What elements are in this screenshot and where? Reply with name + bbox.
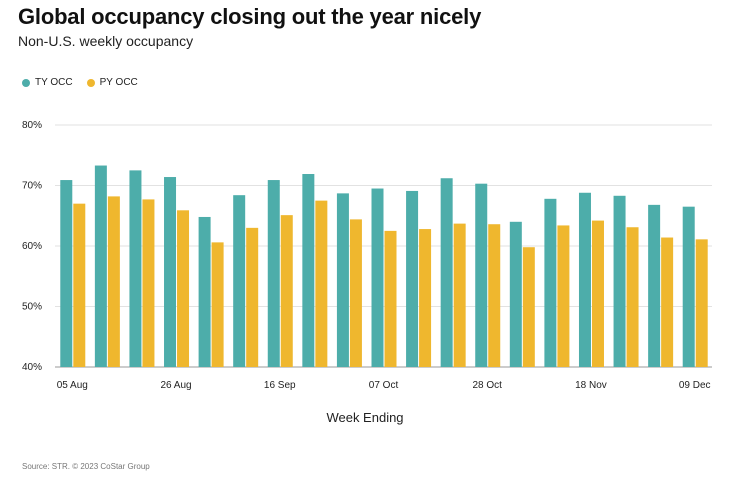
bar-ty	[440, 178, 453, 367]
bar-ty	[198, 216, 211, 367]
y-tick-label: 80%	[22, 120, 42, 131]
bar-py	[177, 210, 190, 367]
bar-ty	[60, 180, 73, 367]
chart-subtitle: Non-U.S. weekly occupancy	[18, 33, 194, 49]
x-tick-label: 07 Oct	[369, 380, 399, 391]
bar-ty	[164, 177, 177, 367]
bar-ty	[578, 192, 591, 367]
bar-ty	[509, 221, 522, 367]
legend-swatch-py	[86, 78, 95, 87]
bar-py	[453, 223, 466, 367]
bar-py	[419, 229, 432, 367]
chart-title: Global occupancy closing out the year ni…	[18, 4, 482, 29]
x-tick-label: 09 Dec	[679, 380, 711, 391]
y-tick-label: 50%	[22, 302, 42, 313]
bar-py	[488, 224, 501, 367]
legend-label-py: PY OCC	[99, 77, 138, 88]
bar-py	[591, 220, 604, 367]
bar-ty	[371, 188, 384, 367]
bar-ty	[475, 183, 488, 367]
bar-ty	[613, 195, 626, 367]
bar-py	[142, 199, 155, 367]
bar-ty	[129, 170, 142, 367]
bar-py	[73, 203, 86, 367]
bar-ty	[648, 204, 661, 367]
bar-py	[522, 247, 535, 367]
bar-ty	[267, 180, 280, 367]
legend-item-py: PY OCC	[86, 77, 138, 88]
x-tick-label: 28 Oct	[473, 380, 503, 391]
bar-py	[695, 239, 708, 367]
bar-py	[661, 237, 674, 367]
legend: TY OCC PY OCC	[22, 77, 138, 88]
bar-py	[246, 227, 259, 367]
bar-py	[211, 242, 224, 367]
bar-ty	[94, 165, 107, 367]
y-tick-label: 70%	[22, 181, 42, 192]
bar-ty	[233, 195, 246, 367]
bar-ty	[336, 193, 349, 367]
bar-py	[107, 196, 120, 367]
legend-item-ty: TY OCC	[22, 77, 73, 88]
bar-py	[315, 200, 328, 367]
y-tick-label: 40%	[22, 362, 42, 373]
legend-label-ty: TY OCC	[35, 77, 73, 88]
bar-ty	[544, 198, 557, 367]
x-axis-title: Week Ending	[326, 410, 404, 425]
bar-py	[626, 227, 639, 367]
legend-swatch-ty	[22, 78, 30, 87]
bar-ty	[682, 206, 695, 367]
x-tick-label: 26 Aug	[160, 380, 191, 391]
x-tick-label: 16 Sep	[264, 380, 296, 391]
bar-chart: 40% 50% 60% 70% 80% 05 Aug 26 Aug 16 Sep 07 Oct 2…	[22, 120, 712, 391]
bar-ty	[406, 190, 419, 367]
bar-py	[349, 219, 362, 367]
bar-py	[384, 230, 397, 367]
bar-py	[280, 215, 293, 367]
bar-ty	[302, 174, 315, 367]
bar-py	[557, 225, 570, 367]
y-tick-label: 60%	[22, 241, 42, 252]
x-tick-label: 18 Nov	[575, 380, 607, 391]
source-note: Source: STR. © 2023 CoStar Group	[22, 462, 150, 471]
x-tick-label: 05 Aug	[57, 380, 88, 391]
